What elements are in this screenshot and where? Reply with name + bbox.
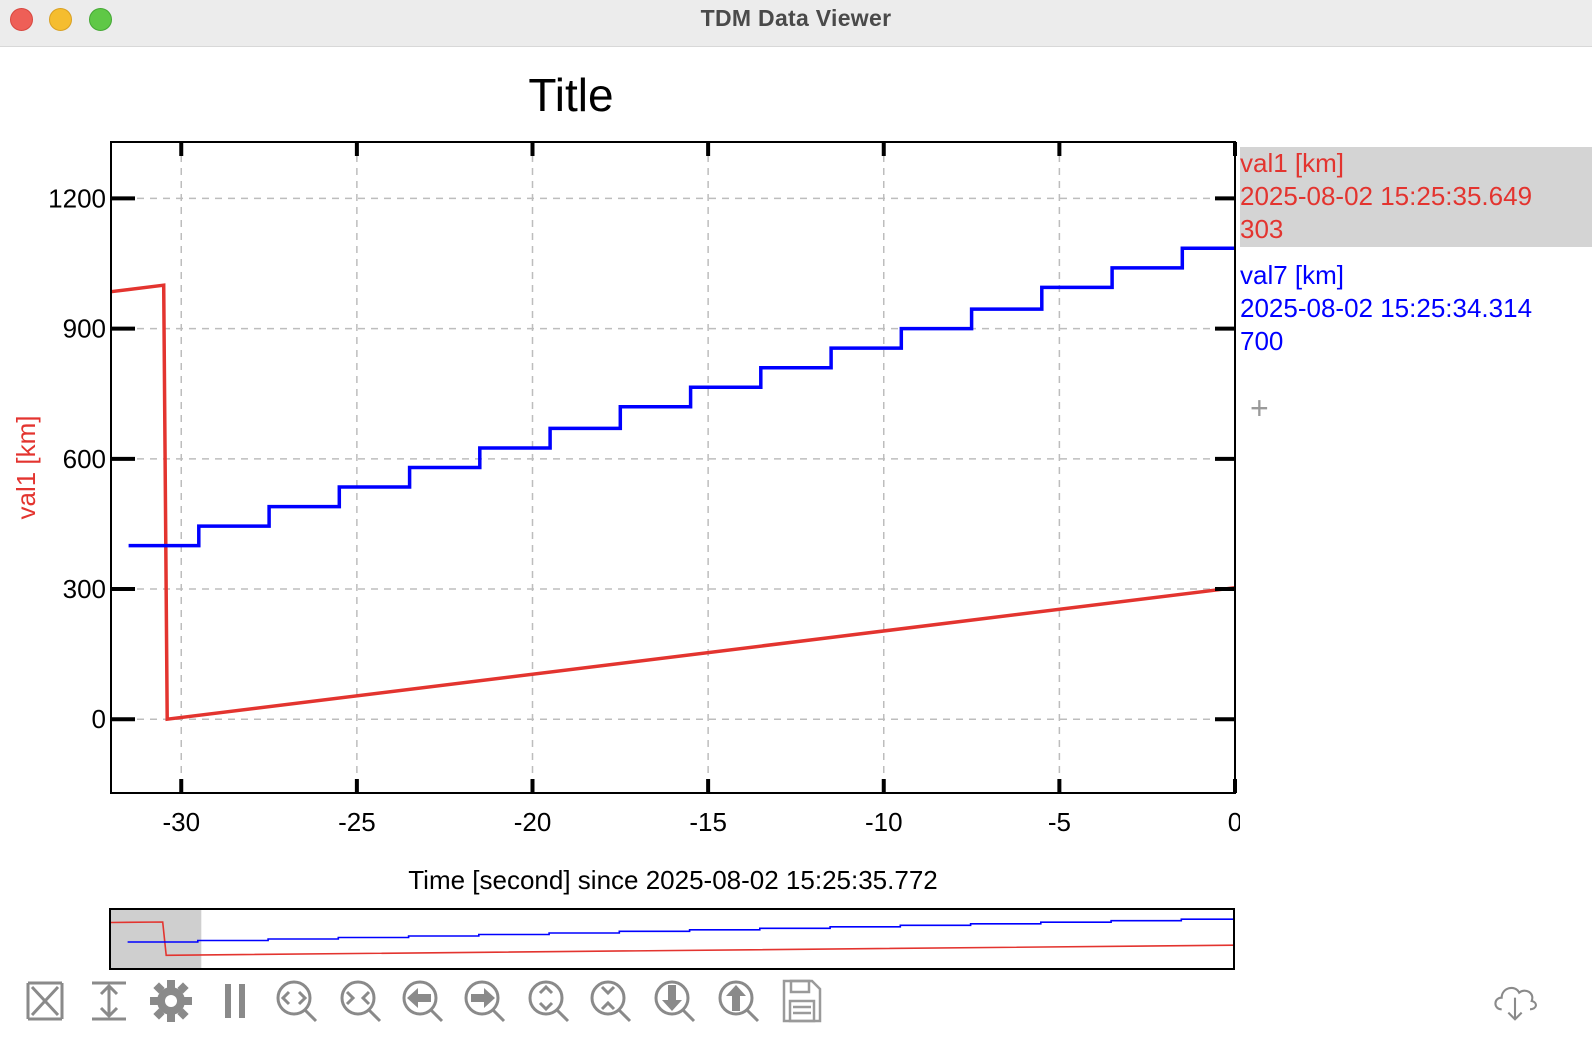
pan-right-icon	[464, 980, 506, 1023]
grid-lines	[111, 142, 1235, 793]
zoom-in-vertical-button[interactable]	[524, 975, 574, 1027]
save-button[interactable]	[776, 975, 826, 1027]
pan-up-button[interactable]	[714, 975, 764, 1027]
series-line-2	[128, 246, 1235, 548]
x-tick-label: -25	[338, 807, 376, 837]
y-tick-label: 600	[63, 444, 106, 474]
overview-frame	[109, 908, 1235, 970]
pan-down-button[interactable]	[650, 975, 700, 1027]
y-tick-label: 300	[63, 574, 106, 604]
legend-entry-val7[interactable]: val7 [km] 2025-08-02 15:25:34.314 700	[1240, 259, 1592, 358]
zoom-out-horizontal-button[interactable]	[336, 975, 386, 1027]
legend-timestamp: 2025-08-02 15:25:35.649	[1240, 181, 1533, 211]
fit-vertical-icon	[92, 981, 126, 1021]
overview-navigator[interactable]	[109, 908, 1235, 970]
cloud-download-icon	[1494, 986, 1537, 1021]
zoom-out-horizontal-icon	[340, 980, 382, 1023]
settings-button[interactable]	[146, 975, 196, 1027]
legend-entry-val1[interactable]: val1 [km] 2025-08-02 15:25:35.649 303	[1240, 147, 1592, 247]
zoom-in-horizontal-button[interactable]	[272, 975, 322, 1027]
zoom-in-horizontal-icon	[276, 980, 318, 1023]
legend-value: 700	[1240, 326, 1284, 356]
plot-frame	[110, 141, 1236, 794]
x-tick-label: 0	[1228, 807, 1240, 837]
x-tick-label: -15	[689, 807, 727, 837]
close-window-button[interactable]	[10, 8, 33, 31]
maximize-window-button[interactable]	[89, 8, 112, 31]
settings-icon	[150, 980, 192, 1022]
legend-value: 303	[1240, 214, 1284, 244]
fit-all-button[interactable]	[20, 975, 70, 1027]
axis-ticks: -30 -25 -20 -15 -10 -5 0 0 300 600 900 1200	[48, 142, 1240, 837]
toolbar	[0, 975, 1592, 1035]
series-layer	[110, 246, 1236, 722]
zoom-in-vertical-icon	[528, 980, 570, 1023]
add-series-button[interactable]: +	[1250, 390, 1269, 426]
y-tick-label: 0	[92, 704, 106, 734]
pause-button[interactable]	[210, 975, 260, 1027]
zoom-out-vertical-button[interactable]	[586, 975, 636, 1027]
x-tick-label: -20	[514, 807, 552, 837]
legend-series-name: val7 [km]	[1240, 260, 1345, 290]
y-axis-label: val1 [km]	[11, 415, 41, 519]
y-tick-label: 1200	[48, 183, 106, 213]
cloud-download-button[interactable]	[1490, 975, 1550, 1027]
series-line-1	[110, 283, 1236, 722]
chart-area[interactable]: Title -30 -25 -20 -15 -10 -5 0 0 300 600 900 1200 v…	[0, 47, 1240, 975]
overview-selection-window[interactable]	[110, 909, 202, 969]
window-title: TDM Data Viewer	[700, 5, 892, 31]
pan-right-button[interactable]	[460, 975, 510, 1027]
zoom-out-vertical-icon	[590, 980, 632, 1023]
pan-down-icon	[654, 980, 696, 1023]
fit-all-icon	[26, 981, 64, 1021]
x-tick-label: -30	[162, 807, 200, 837]
window-titlebar: TDM Data Viewer	[0, 0, 1592, 47]
overview-series-line-1	[109, 921, 1235, 957]
x-tick-label: -10	[865, 807, 903, 837]
pan-left-button[interactable]	[398, 975, 448, 1027]
legend-timestamp: 2025-08-02 15:25:34.314	[1240, 293, 1533, 323]
save-icon	[782, 979, 822, 1023]
overview-series-line-2	[127, 918, 1234, 943]
x-tick-label: -5	[1048, 807, 1071, 837]
pause-icon	[225, 984, 245, 1018]
x-axis-label: Time [second] since 2025-08-02 15:25:35.…	[408, 865, 938, 895]
legend-series-name: val1 [km]	[1240, 148, 1345, 178]
pan-up-icon	[718, 980, 760, 1023]
y-tick-label: 900	[63, 314, 106, 344]
minimize-window-button[interactable]	[49, 8, 72, 31]
chart-title: Title	[528, 69, 613, 121]
fit-vertical-button[interactable]	[84, 975, 134, 1027]
pan-left-icon	[402, 980, 444, 1023]
